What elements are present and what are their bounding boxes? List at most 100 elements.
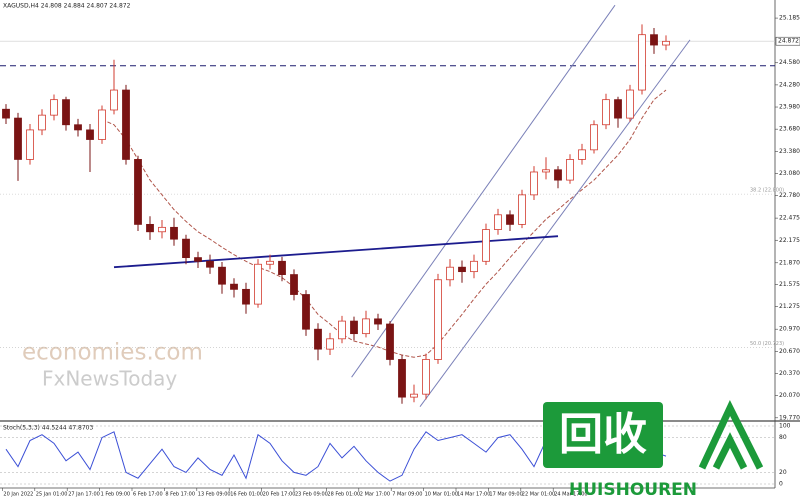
candle-body [134,159,142,225]
candle-body [446,266,454,281]
candle-body [302,294,310,330]
candle-body [506,214,514,225]
candle-body [386,323,394,360]
x-tick-label: 7 Mar 09:00 [392,492,422,498]
x-tick-label: 24 Mar 17:00 [554,492,587,498]
candle-body [38,114,46,131]
candle-body [566,159,574,181]
candle-body [626,89,634,119]
candle-body [110,89,118,111]
channel-line [419,39,691,408]
x-tick-label: 1 Feb 09:00 [101,492,131,498]
candle-body [350,320,358,335]
y-tick-label: 24.580 [779,59,800,66]
candle-body [458,266,466,273]
last-price-label: 24.872 [778,38,799,45]
y-tick-label: 20.070 [779,392,800,399]
logo-mark: 回收 [559,409,647,460]
candle-body [194,257,202,262]
candle-body [50,99,58,116]
x-tick-label: 2 Mar 17:00 [360,492,390,498]
candle-body [158,226,166,233]
candle-body [554,169,562,181]
logo: 回收 HUISHOUREN [543,399,764,500]
candle-body [266,260,274,265]
fib-label: 38.2 (22.800) [750,188,784,194]
candle-body [182,238,190,259]
candle-body [122,89,130,160]
candle-body [494,214,502,230]
candle-body [374,318,382,325]
candle-body [170,226,178,240]
x-tick-label: 28 Feb 01:00 [327,492,360,498]
candle-body [2,108,10,119]
candle-body [650,34,658,46]
stoch-tick-label: 20 [779,469,787,476]
logo-icon [698,399,764,470]
y-tick-label: 21.275 [779,303,800,310]
x-tick-label: 10 Mar 01:00 [425,492,458,498]
candle-body [518,194,526,225]
x-tick-label: 25 Jan 01:00 [36,492,68,498]
candle-body [254,263,262,305]
y-tick-label: 20.970 [779,326,800,333]
candle-body [578,149,586,160]
x-tick-label: 22 Mar 01:00 [522,492,555,498]
candle-body [242,288,250,305]
y-tick-label: 22.475 [779,215,800,222]
stoch-label: Stoch(5,3,3) 44.5244 47.8703 [3,425,94,432]
y-tick-label: 20.670 [779,348,800,355]
candle-body [590,124,598,151]
candle-body [542,169,550,173]
candle-body [230,283,238,290]
y-tick-label: 20.370 [779,370,800,377]
logo-box [543,402,663,468]
x-tick-label: 20 Jan 2022 [3,492,33,498]
candle-body [314,328,322,350]
candle-body [206,260,214,268]
candle-body [74,124,82,131]
watermark: economies.com [22,340,203,366]
stoch-tick-label: 0 [779,481,783,488]
candle-body [98,109,106,140]
y-tick-label: 25.185 [779,15,800,22]
candle-body [278,260,286,275]
stoch-tick-label: 100 [779,423,791,430]
candle-body [530,171,538,196]
candle-body [434,279,442,360]
y-tick-label: 22.780 [779,192,800,199]
chart-title: XAGUSD,H4 24.808 24.884 24.807 24.872 [3,3,131,10]
channel-line [351,4,616,378]
x-tick-label: 27 Jan 17:00 [68,492,100,498]
candle-body [326,338,334,350]
candle-body [470,260,478,273]
candle-body [62,99,70,126]
y-tick-label: 19.770 [779,414,800,421]
watermark: FxNewsToday [42,367,177,391]
y-tick-label: 21.870 [779,259,800,266]
candle-body [662,40,670,46]
y-tick-label: 24.280 [779,81,800,88]
x-tick-label: 13 Feb 09:00 [198,492,231,498]
candle-body [422,359,430,395]
logo-name: HUISHOUREN [569,480,697,500]
candle-body [14,117,22,160]
x-tick-label: 6 Feb 17:00 [133,492,163,498]
x-tick-label: 14 Mar 17:00 [457,492,490,498]
y-tick-label: 22.175 [779,237,800,244]
candle-body [146,223,154,233]
x-tick-label: 17 Mar 09:00 [489,492,522,498]
y-tick-label: 23.380 [779,148,800,155]
candle-body [338,320,346,340]
candle-body [638,34,646,91]
x-tick-label: 8 Feb 17:00 [165,492,195,498]
fib-label: 50.0 (20.723) [750,341,784,347]
candle-body [26,129,34,160]
moving-average [101,89,667,358]
y-tick-label: 21.575 [779,281,800,288]
y-tick-label: 23.980 [779,104,800,111]
last-price-box [775,36,800,46]
candle-body [290,274,298,295]
y-tick-label: 23.680 [779,126,800,133]
